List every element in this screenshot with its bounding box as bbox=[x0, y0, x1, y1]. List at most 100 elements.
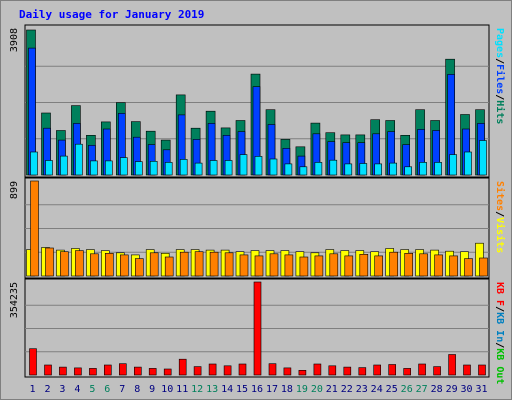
bar-pages-2 bbox=[45, 160, 53, 176]
bar-kb-f-3 bbox=[59, 366, 67, 376]
bar-kb-f-30 bbox=[463, 364, 471, 376]
bar-kb-f-1 bbox=[29, 348, 37, 376]
xtick-label-31: 31 bbox=[475, 384, 487, 395]
bar-kb-f-14 bbox=[223, 365, 232, 376]
bar-sites-26 bbox=[404, 253, 414, 277]
bar-sites-21 bbox=[329, 253, 339, 277]
bar-sites-14 bbox=[224, 252, 234, 277]
xtick-label-30: 30 bbox=[460, 384, 472, 395]
bar-kb-f-4 bbox=[74, 367, 82, 376]
bar-sites-15 bbox=[239, 254, 249, 277]
bar-sites-19 bbox=[299, 256, 309, 277]
legend-entry-kb-1: / bbox=[494, 306, 505, 312]
xtick-label-24: 24 bbox=[371, 384, 383, 395]
bar-pages-7 bbox=[120, 157, 128, 176]
bar-pages-15 bbox=[239, 154, 248, 176]
bar-sites-23 bbox=[359, 254, 369, 277]
bar-sites-3 bbox=[60, 251, 69, 277]
xtick-label-23: 23 bbox=[356, 384, 368, 395]
xtick-label-22: 22 bbox=[341, 384, 353, 395]
bar-kb-f-11 bbox=[178, 358, 187, 376]
xtick-label-2: 2 bbox=[44, 384, 50, 395]
legend-entry-sites-2: Visits bbox=[494, 217, 506, 253]
legend-entry-usage-3: / bbox=[494, 94, 505, 100]
xtick-label-18: 18 bbox=[281, 384, 293, 395]
bar-kb-f-18 bbox=[283, 367, 292, 376]
ytick-label-sites: 899 bbox=[9, 181, 20, 199]
bar-pages-20 bbox=[314, 162, 323, 176]
bar-sites-7 bbox=[120, 254, 129, 277]
bar-sites-30 bbox=[464, 258, 473, 277]
bar-sites-29 bbox=[449, 255, 458, 277]
bar-pages-5 bbox=[90, 160, 98, 176]
xtick-label-25: 25 bbox=[386, 384, 398, 395]
bar-kb-f-10 bbox=[163, 368, 172, 376]
legend-entry-kb-2: KB In bbox=[494, 312, 505, 342]
bar-kb-f-31 bbox=[478, 364, 486, 376]
bar-pages-11 bbox=[179, 159, 188, 176]
bar-kb-f-13 bbox=[208, 363, 217, 376]
bar-sites-8 bbox=[135, 258, 144, 277]
bar-kb-f-9 bbox=[148, 368, 157, 376]
bar-sites-11 bbox=[179, 251, 189, 277]
bar-sites-22 bbox=[344, 255, 354, 277]
bar-sites-4 bbox=[75, 250, 84, 277]
bar-sites-31 bbox=[479, 257, 488, 277]
bar-sites-1 bbox=[30, 180, 39, 277]
panel-sites: 899 Sites/Visits bbox=[9, 177, 506, 279]
bar-pages-24 bbox=[374, 163, 383, 176]
bar-kb-f-21 bbox=[328, 365, 337, 376]
bar-kb-f-8 bbox=[134, 366, 142, 376]
bar-sites-5 bbox=[90, 253, 99, 277]
bar-pages-13 bbox=[209, 160, 218, 176]
bar-pages-30 bbox=[464, 151, 472, 176]
xtick-label-10: 10 bbox=[161, 384, 173, 395]
legend-entry-kb-4: KB Out bbox=[494, 348, 505, 384]
legend-entry-sites-1: / bbox=[494, 211, 505, 217]
bar-sites-28 bbox=[434, 254, 443, 277]
bar-sites-2 bbox=[45, 247, 54, 277]
legend-kb: KB F/KB In/KB Out bbox=[494, 282, 505, 384]
bar-kb-f-22 bbox=[343, 366, 352, 376]
bar-kb-f-15 bbox=[238, 363, 247, 376]
bar-kb-f-20 bbox=[313, 363, 322, 376]
legend-entry-kb-3: / bbox=[494, 342, 505, 348]
bar-pages-27 bbox=[419, 162, 427, 176]
bar-kb-f-26 bbox=[403, 368, 412, 376]
bar-sites-6 bbox=[105, 253, 114, 277]
panel-kb: 354235 KB F/KB In/KB Out bbox=[9, 278, 505, 384]
bar-sites-17 bbox=[269, 253, 279, 277]
bar-pages-21 bbox=[329, 159, 338, 176]
bar-pages-9 bbox=[149, 161, 158, 176]
xtick-label-7: 7 bbox=[119, 384, 125, 395]
bar-pages-6 bbox=[105, 160, 113, 176]
bar-pages-10 bbox=[164, 162, 173, 176]
ytick-label-usage: 3908 bbox=[9, 28, 20, 52]
bar-kb-f-12 bbox=[193, 366, 202, 376]
bar-kb-f-23 bbox=[358, 367, 367, 376]
bar-pages-3 bbox=[60, 155, 68, 176]
legend-entry-sites-0: Sites bbox=[494, 181, 506, 211]
legend-entry-usage-1: / bbox=[494, 58, 505, 64]
bar-pages-26 bbox=[404, 166, 413, 176]
xtick-label-13: 13 bbox=[206, 384, 218, 395]
bar-sites-12 bbox=[194, 251, 204, 277]
bar-sites-10 bbox=[164, 256, 174, 277]
xtick-label-21: 21 bbox=[326, 384, 338, 395]
xtick-label-11: 11 bbox=[176, 384, 188, 395]
xtick-label-14: 14 bbox=[221, 384, 233, 395]
xtick-label-28: 28 bbox=[431, 384, 443, 395]
bar-sites-25 bbox=[389, 251, 399, 277]
bar-sites-9 bbox=[149, 252, 159, 277]
bar-kb-f-6 bbox=[104, 364, 112, 376]
bar-pages-31 bbox=[479, 140, 487, 176]
legend-entry-usage-4: Hits bbox=[494, 100, 506, 124]
xtick-label-16: 16 bbox=[251, 384, 263, 395]
panel-usage: 3908 Pages/Files/Hits bbox=[9, 24, 506, 178]
bar-pages-28 bbox=[434, 162, 442, 176]
xtick-label-27: 27 bbox=[416, 384, 428, 395]
xtick-label-20: 20 bbox=[311, 384, 323, 395]
bar-kb-f-24 bbox=[373, 364, 382, 376]
legend-entry-usage-0: Pages bbox=[494, 28, 505, 58]
